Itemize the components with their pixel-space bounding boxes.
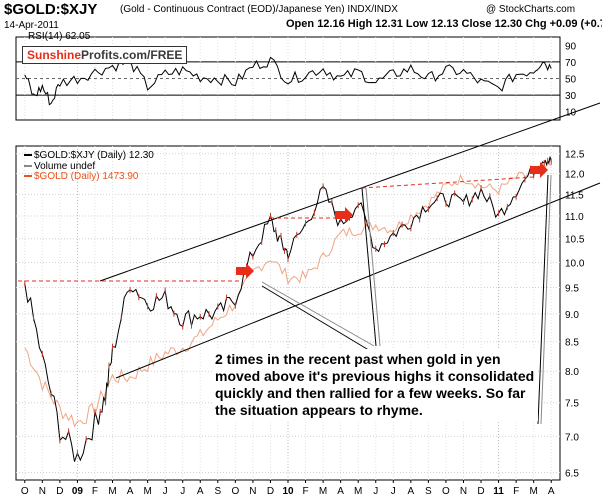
brand-part1: Sunshine [27, 48, 82, 62]
prev-high-line-3 [361, 176, 535, 189]
chg-value: +0.09 (+0.73%) [549, 18, 602, 30]
x-tick-label: F [513, 486, 519, 497]
red-arrow-1 [236, 263, 254, 279]
x-tick-label: F [302, 486, 308, 497]
pointer-line-3 [361, 187, 377, 347]
x-tick-label: A [408, 486, 415, 497]
x-tick-label: M [319, 486, 327, 497]
y-tick-label: 11.0 [565, 212, 584, 223]
pointer-line-5 [537, 174, 549, 425]
x-tick-label: S [214, 486, 221, 497]
open-value: 12.16 [317, 18, 345, 30]
y-tick-label: 10.5 [565, 235, 585, 246]
legend-main: $GOLD:$XJY (Daily) 12.30 [24, 150, 154, 161]
chg-label: Chg [525, 18, 547, 30]
high-label: High [347, 18, 373, 30]
x-tick-label: J [163, 486, 168, 497]
rsi-tick-label: 30 [565, 91, 577, 102]
close-value: 12.30 [494, 18, 523, 30]
red-arrow-3 [530, 162, 548, 178]
legend-volume: Volume undef [24, 161, 95, 172]
x-tick-label: 09 [72, 486, 84, 497]
rsi-tick-label: 50 [565, 75, 577, 86]
chart-title: $GOLD:$XJY [4, 1, 98, 18]
rsi-label: RSI(14) 62.05 [28, 31, 91, 42]
x-tick-label: D [267, 486, 274, 497]
x-tick-label: N [249, 486, 256, 497]
low-label: Low [405, 18, 428, 30]
chart-date: 14-Apr-2011 [4, 20, 59, 31]
x-tick-label: A [127, 486, 134, 497]
lower-channel-line [115, 182, 601, 379]
legend-gold: $GOLD (Daily) 1473.90 [24, 171, 139, 182]
y-tick-label: 8.0 [565, 367, 579, 378]
y-tick-label: 12.5 [565, 150, 585, 161]
x-tick-label: 10 [282, 486, 294, 497]
x-tick-label: M [143, 486, 151, 497]
x-tick-label: A [548, 486, 555, 497]
x-tick-label: O [21, 486, 29, 497]
legend-gold-text: $GOLD (Daily) 1473.90 [34, 171, 139, 182]
rsi-series-line [24, 56, 552, 106]
brand-part2: Profits.com/FREE [81, 48, 183, 62]
x-tick-label: O [231, 486, 239, 497]
x-tick-label: M [354, 486, 362, 497]
copyright-text: @ StockCharts.com [486, 4, 576, 15]
legend-main-swatch [24, 154, 32, 157]
pointer-line-2 [261, 285, 373, 353]
y-tick-label: 6.5 [565, 468, 579, 479]
y-tick-label: 11.5 [565, 190, 584, 201]
rsi-tick-label: 70 [565, 58, 577, 69]
y-tick-label: 10.0 [565, 258, 585, 269]
brand-logo[interactable]: SunshineProfits.com/FREE [22, 46, 188, 64]
y-tick-label: 9.0 [565, 310, 579, 321]
pointer-line-6 [540, 174, 552, 425]
x-tick-label: M [108, 486, 116, 497]
high-value: 12.31 [375, 18, 403, 30]
x-tick-label: S [425, 486, 432, 497]
y-tick-label: 7.5 [565, 399, 579, 410]
x-tick-label: O [442, 486, 450, 497]
legend-main-text: $GOLD:$XJY (Daily) 12.30 [34, 150, 154, 161]
x-tick-label: A [337, 486, 344, 497]
y-tick-label: 12.0 [565, 170, 585, 181]
x-tick-label: F [92, 486, 98, 497]
x-tick-label: J [391, 486, 396, 497]
rsi-tick-label: 90 [565, 41, 577, 52]
x-tick-label: J [180, 486, 185, 497]
chart-subtitle: (Gold - Continuous Contract (EOD)/Japane… [120, 4, 398, 15]
ohlc-readout: Open 12.16 High 12.31 Low 12.13 Close 12… [286, 18, 602, 30]
x-tick-label: 11 [493, 486, 504, 497]
x-tick-label: J [373, 486, 378, 497]
pointer-line-4 [365, 187, 381, 347]
legend-volume-text: Volume undef [34, 161, 96, 172]
pointer-line-1 [261, 281, 375, 347]
red-arrow-2 [335, 207, 353, 223]
y-tick-label: 8.5 [565, 338, 579, 349]
x-tick-label: D [477, 486, 484, 497]
annotation-text: 2 times in the recent past when gold in … [212, 349, 538, 421]
open-label: Open [286, 18, 315, 30]
x-tick-label: D [56, 486, 63, 497]
upper-channel-line [99, 102, 601, 282]
y-tick-label: 7.0 [565, 432, 579, 443]
x-tick-label: A [197, 486, 204, 497]
y-tick-label: 9.5 [565, 283, 579, 294]
legend-volume-swatch [24, 165, 32, 168]
x-tick-label: N [39, 486, 46, 497]
legend-gold-swatch [24, 175, 32, 178]
x-tick-label: N [460, 486, 467, 497]
close-label: Close [461, 18, 492, 30]
x-tick-label: M [530, 486, 538, 497]
low-value: 12.13 [430, 18, 459, 30]
